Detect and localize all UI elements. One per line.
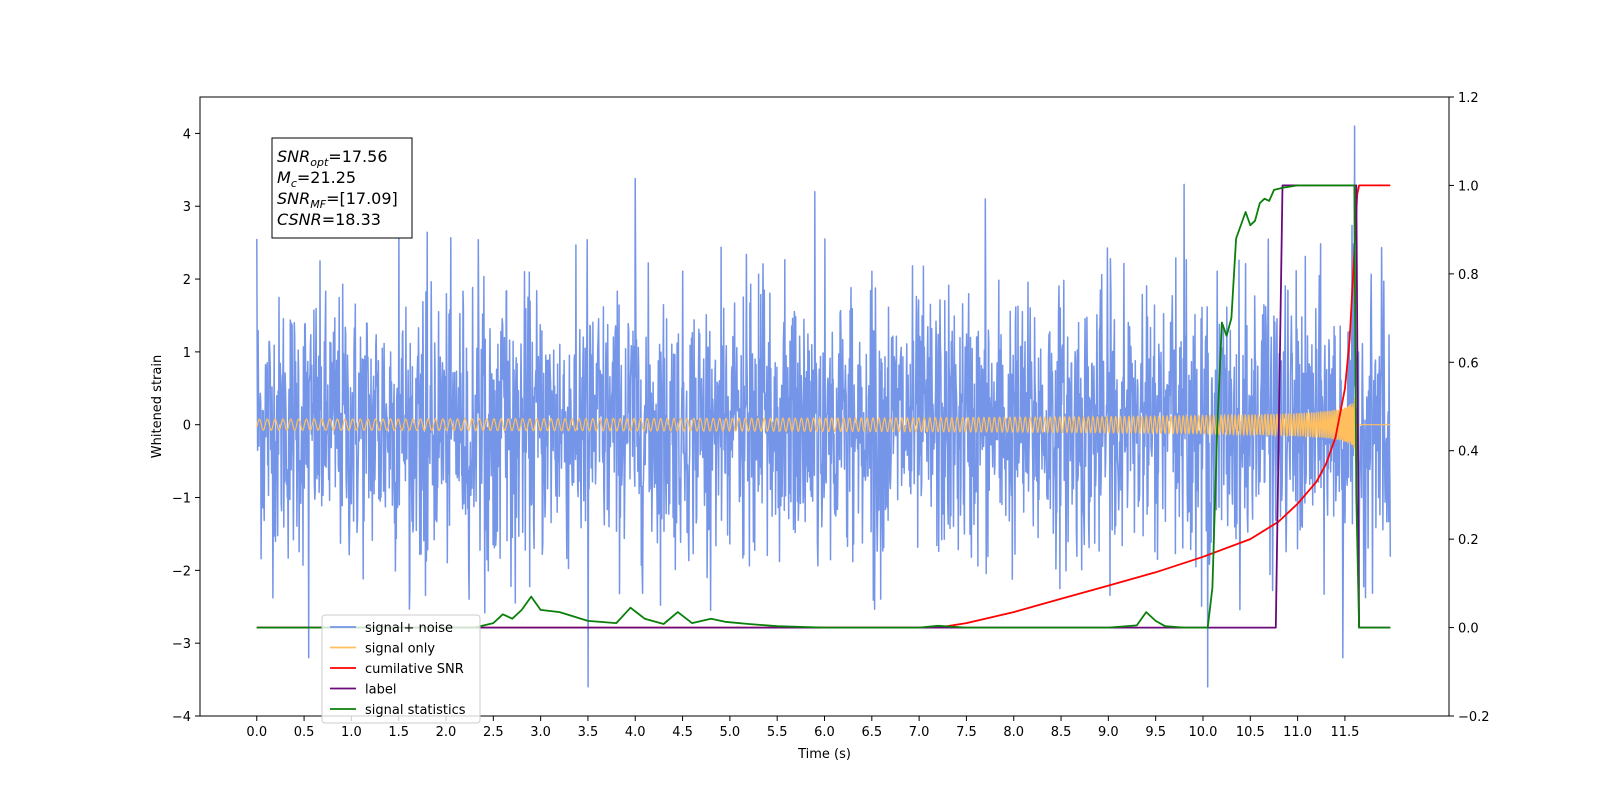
annotation-value: =18.33: [322, 210, 381, 229]
y2-tick-label: −0.2: [1458, 710, 1490, 725]
y-tick-label: 4: [183, 127, 191, 142]
x-tick-label: 1.0: [341, 725, 362, 740]
annotation-line: SNRMF=[17.09]: [277, 189, 398, 211]
x-tick-label: 5.5: [767, 725, 788, 740]
y-tick-label: −2: [172, 564, 191, 579]
annotation-subscript: c: [291, 177, 297, 190]
annotation-value: =21.25: [297, 168, 356, 187]
x-tick-label: 3.0: [530, 725, 551, 740]
x-tick-label: 1.5: [388, 725, 409, 740]
y2-tick-label: 0.2: [1458, 533, 1479, 548]
legend-entry: cumilative SNR: [365, 662, 464, 677]
x-tick-label: 4.0: [625, 725, 646, 740]
x-tick-label: 11.5: [1330, 725, 1359, 740]
annotation-symbol: CSNR: [277, 210, 322, 229]
annotation-subscript: MF: [310, 198, 326, 211]
x-tick-label: 7.5: [956, 725, 977, 740]
annotation-subscript: opt: [310, 156, 329, 169]
x-tick-label: 8.5: [1051, 725, 1072, 740]
y2-tick-label: 0.0: [1458, 622, 1479, 637]
stats-annotation: SNRopt=17.56Mc=21.25SNRMF=[17.09]CSNR=18…: [271, 137, 413, 239]
y-tick-label: 0: [183, 419, 191, 434]
x-tick-label: 10.0: [1189, 725, 1218, 740]
y2-tick-label: 0.8: [1458, 268, 1479, 283]
series-signal-only: [256, 389, 1391, 466]
x-tick-label: 11.0: [1283, 725, 1312, 740]
legend-entry: signal+ noise: [365, 621, 453, 636]
annotation-value: =17.56: [328, 147, 387, 166]
series-signal-statistics: [256, 184, 1391, 629]
x-tick-label: 7.0: [909, 725, 930, 740]
annotation-line: CSNR=18.33: [277, 210, 381, 229]
x-tick-label: 8.0: [1003, 725, 1024, 740]
series-signal-noise: [256, 125, 1392, 688]
annotation-symbol: SNR: [277, 147, 310, 166]
plot-area: [256, 125, 1392, 688]
series-cumilative-snr: [256, 184, 1391, 629]
y2-tick-label: 0.6: [1458, 356, 1479, 371]
x-tick-label: 0.0: [246, 725, 267, 740]
y-tick-label: 3: [183, 200, 191, 215]
x-tick-label: 6.0: [814, 725, 835, 740]
x-tick-label: 0.5: [294, 725, 315, 740]
y2-tick-label: 1.0: [1458, 179, 1479, 194]
annotation-symbol: M: [277, 168, 291, 187]
y-tick-label: 2: [183, 273, 191, 288]
y-axis-label: Whitened strain: [150, 355, 165, 458]
y2-tick-label: 0.4: [1458, 445, 1479, 460]
x-tick-label: 3.5: [578, 725, 599, 740]
x-tick-label: 4.5: [672, 725, 693, 740]
y-tick-label: 1: [183, 346, 191, 361]
annotation-line: SNRopt=17.56: [277, 147, 388, 169]
y-tick-label: −4: [172, 710, 191, 725]
x-axis-label: Time (s): [797, 747, 851, 762]
x-tick-label: 5.0: [720, 725, 741, 740]
annotation-line: Mc=21.25: [277, 168, 356, 190]
x-tick-label: 10.5: [1236, 725, 1265, 740]
legend-entry: label: [365, 683, 396, 698]
legend-entry: signal statistics: [365, 703, 466, 718]
x-tick-label: 9.5: [1145, 725, 1166, 740]
legend-box: [321, 614, 481, 724]
y2-tick-label: 1.2: [1458, 91, 1479, 106]
x-tick-label: 6.5: [861, 725, 882, 740]
y-tick-label: −3: [172, 637, 191, 652]
legend: signal+ noise signal only cumilative SNR la…: [321, 614, 481, 724]
x-tick-label: 2.0: [436, 725, 457, 740]
axes: 0.0 0.5 1.0 1.5 2.0 2.5 3.0 3.5 4.0 4.5 5.0 5.5 6.0 6…: [150, 91, 1490, 762]
y-tick-label: −1: [172, 492, 191, 507]
legend-entry: signal only: [365, 642, 435, 657]
x-tick-label: 9.0: [1098, 725, 1119, 740]
annotation-box: [271, 137, 413, 239]
annotation-value: =[17.09]: [326, 189, 398, 208]
x-tick-label: 2.5: [483, 725, 504, 740]
annotation-symbol: SNR: [277, 189, 310, 208]
